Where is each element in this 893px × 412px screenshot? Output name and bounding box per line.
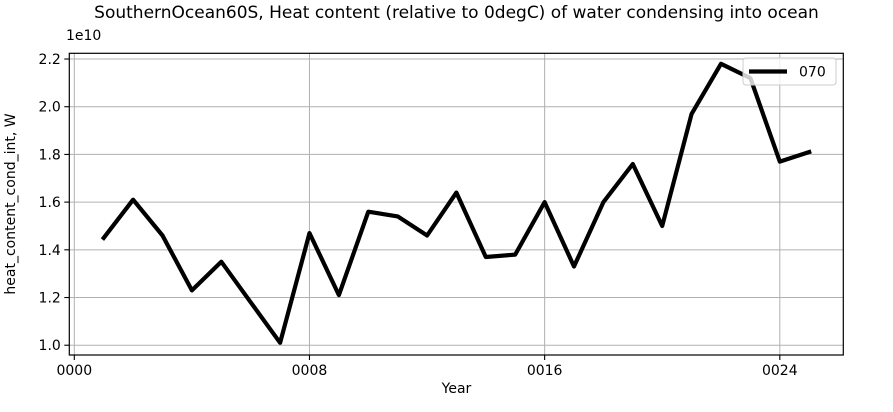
y-tick-label: 2.2 bbox=[39, 52, 61, 68]
y-tick-label: 1.8 bbox=[39, 147, 61, 163]
legend-box bbox=[742, 57, 837, 86]
x-axis-label: Year bbox=[441, 381, 472, 397]
data-line bbox=[100, 61, 812, 345]
y-tick-label: 1.0 bbox=[39, 338, 61, 354]
chart-title: SouthernOcean60S, Heat content (relative… bbox=[94, 3, 819, 23]
y-tick-label: 1.4 bbox=[39, 243, 61, 259]
legend-label: 070 bbox=[799, 65, 826, 81]
y-axis-offset-text: 1e10 bbox=[66, 28, 102, 44]
y-tick-label: 1.6 bbox=[39, 195, 61, 211]
x-tick-label: 0016 bbox=[527, 363, 563, 379]
x-tick-label: 0008 bbox=[292, 363, 328, 379]
y-tick-label: 2.0 bbox=[39, 100, 61, 116]
x-tick-label: 0000 bbox=[56, 363, 92, 379]
y-tick-label: 1.2 bbox=[39, 291, 61, 307]
axes-spines bbox=[68, 52, 844, 356]
x-tick-label: 0024 bbox=[762, 363, 798, 379]
